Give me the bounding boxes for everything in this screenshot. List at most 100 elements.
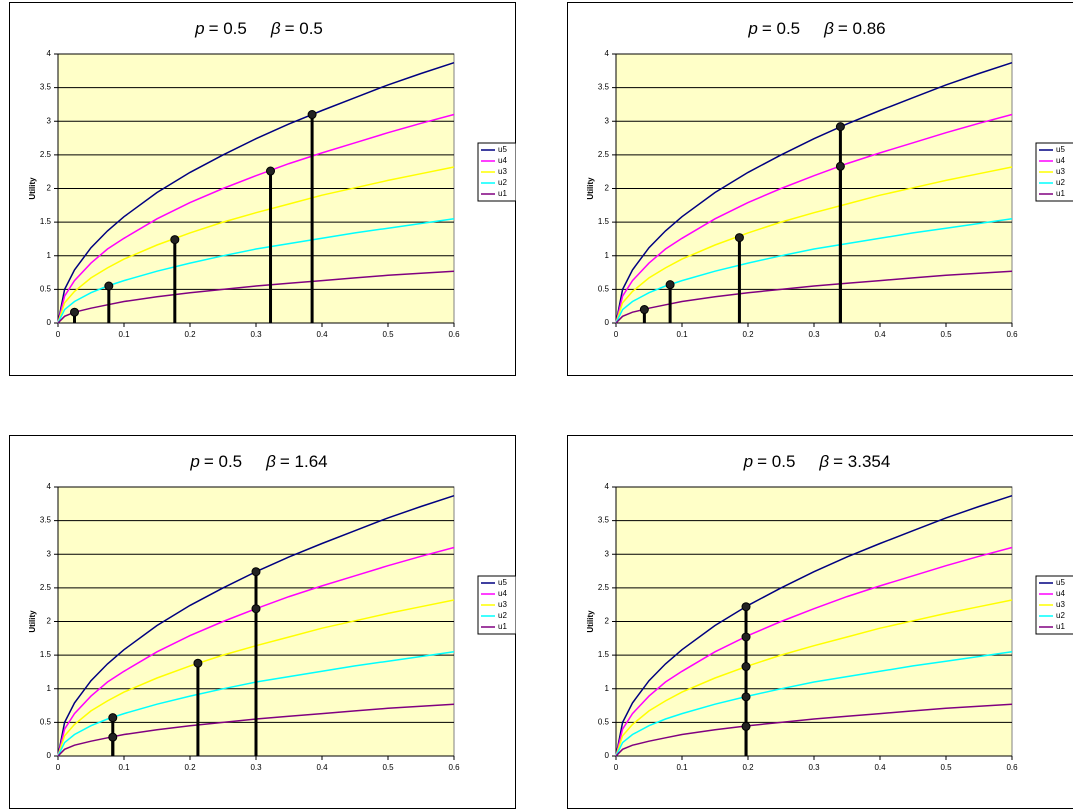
y-tick-label: 0.5 bbox=[598, 717, 610, 726]
title-part: p bbox=[194, 19, 204, 38]
legend-label: u3 bbox=[498, 600, 507, 609]
series-line bbox=[57, 546, 455, 757]
marker bbox=[70, 307, 79, 317]
marker bbox=[108, 713, 118, 723]
title-part: = 3.354 bbox=[833, 452, 890, 471]
y-tick-label: 3 bbox=[47, 549, 52, 558]
legend-label: u2 bbox=[498, 611, 507, 620]
x-tick-label: 0.4 bbox=[316, 330, 328, 339]
legend-label: u3 bbox=[1056, 167, 1065, 176]
y-tick-label: 0.5 bbox=[40, 284, 52, 293]
x-tick-label: 0.6 bbox=[1006, 330, 1018, 339]
x-tick-label: 0 bbox=[56, 330, 61, 339]
x-tick-label: 0.3 bbox=[250, 330, 262, 339]
y-tick-label: 1 bbox=[47, 684, 52, 693]
x-tick-label: 0 bbox=[614, 763, 619, 772]
title-part: p bbox=[189, 452, 199, 471]
x-tick-label: 0.5 bbox=[382, 763, 394, 772]
y-tick-label: 1.5 bbox=[598, 650, 610, 659]
series-line bbox=[57, 166, 455, 324]
legend-label: u4 bbox=[498, 589, 507, 598]
chart: p = 0.5 β = 3.354 Utility 0 0.5 1 1.5 2 2.5 3 3.5 4 0 0… bbox=[567, 435, 1073, 809]
chart-title: p = 0.5 β = 1.64 bbox=[189, 452, 327, 471]
marker bbox=[734, 233, 744, 243]
title-part: p bbox=[747, 19, 757, 38]
x-tick-label: 0.6 bbox=[1006, 763, 1018, 772]
y-tick-label: 4 bbox=[47, 49, 52, 58]
x-tick-label: 0.2 bbox=[184, 763, 196, 772]
y-tick-label: 2 bbox=[47, 617, 52, 626]
series-line bbox=[615, 703, 1013, 757]
legend-label: u4 bbox=[498, 156, 507, 165]
y-tick-label: 1 bbox=[47, 251, 52, 260]
y-tick-label: 4 bbox=[605, 482, 610, 491]
title-part: = 0.5 bbox=[285, 19, 323, 38]
y-tick-label: 3.5 bbox=[598, 83, 610, 92]
legend-label: u1 bbox=[1056, 622, 1065, 631]
legend-label: u5 bbox=[1056, 578, 1065, 587]
legend-label: u3 bbox=[1056, 600, 1065, 609]
marker bbox=[741, 632, 751, 642]
y-tick-label: 3 bbox=[605, 549, 610, 558]
series-line bbox=[57, 494, 455, 757]
x-tick-label: 0.1 bbox=[676, 763, 688, 772]
x-tick-label: 0.6 bbox=[448, 763, 460, 772]
series-line bbox=[615, 599, 1013, 757]
title-part: β bbox=[818, 452, 829, 471]
legend-label: u4 bbox=[1056, 589, 1065, 598]
marker bbox=[639, 305, 649, 315]
legend-label: u3 bbox=[498, 167, 507, 176]
series-line bbox=[615, 61, 1013, 324]
legend-box bbox=[1035, 575, 1073, 635]
y-tick-label: 2 bbox=[605, 184, 610, 193]
series-line bbox=[615, 166, 1013, 324]
legend-label: u5 bbox=[1056, 145, 1065, 154]
title-part: β bbox=[270, 19, 281, 38]
series-line bbox=[57, 61, 455, 324]
x-tick-label: 0.2 bbox=[742, 763, 754, 772]
y-tick-label: 2 bbox=[47, 184, 52, 193]
series-line bbox=[57, 703, 455, 757]
legend-box bbox=[477, 142, 516, 202]
marker bbox=[665, 280, 675, 290]
y-tick-label: 2.5 bbox=[40, 150, 52, 159]
y-tick-label: 4 bbox=[47, 482, 52, 491]
y-tick-label: 2 bbox=[605, 617, 610, 626]
x-tick-label: 0.5 bbox=[940, 763, 952, 772]
y-tick-label: 0 bbox=[605, 751, 610, 760]
legend-label: u5 bbox=[498, 578, 507, 587]
y-tick-label: 3 bbox=[605, 116, 610, 125]
title-part: = 1.64 bbox=[280, 452, 328, 471]
series-line bbox=[615, 651, 1013, 757]
y-tick-label: 3 bbox=[47, 116, 52, 125]
x-tick-label: 0.4 bbox=[316, 763, 328, 772]
title-part: = 0.86 bbox=[838, 19, 886, 38]
marker bbox=[835, 122, 845, 132]
y-tick-label: 2.5 bbox=[40, 583, 52, 592]
x-tick-label: 0.3 bbox=[808, 763, 820, 772]
chart-title: p = 0.5 β = 0.86 bbox=[747, 19, 885, 38]
x-tick-label: 0.4 bbox=[874, 763, 886, 772]
y-tick-label: 2.5 bbox=[598, 583, 610, 592]
x-tick-label: 0 bbox=[614, 330, 619, 339]
chart-title: p = 0.5 β = 3.354 bbox=[743, 452, 891, 471]
series-line bbox=[615, 494, 1013, 757]
y-tick-label: 0 bbox=[47, 318, 52, 327]
y-tick-label: 0 bbox=[605, 318, 610, 327]
legend-label: u5 bbox=[498, 145, 507, 154]
y-tick-label: 3.5 bbox=[40, 83, 52, 92]
x-tick-label: 0.3 bbox=[250, 763, 262, 772]
legend-label: u2 bbox=[1056, 178, 1065, 187]
x-tick-label: 0.1 bbox=[118, 763, 130, 772]
marker bbox=[251, 604, 261, 614]
y-tick-label: 0 bbox=[47, 751, 52, 760]
chart: p = 0.5 β = 1.64 Utility 0 0.5 1 1.5 2 2.5 3 3.5 4 0 0.… bbox=[9, 435, 516, 809]
y-tick-label: 3.5 bbox=[598, 516, 610, 525]
legend-label: u1 bbox=[498, 189, 507, 198]
y-tick-label: 1.5 bbox=[40, 217, 52, 226]
y-tick-label: 1 bbox=[605, 684, 610, 693]
title-part: β bbox=[265, 452, 276, 471]
y-axis-label: Utility bbox=[586, 610, 595, 633]
marker bbox=[266, 166, 276, 176]
